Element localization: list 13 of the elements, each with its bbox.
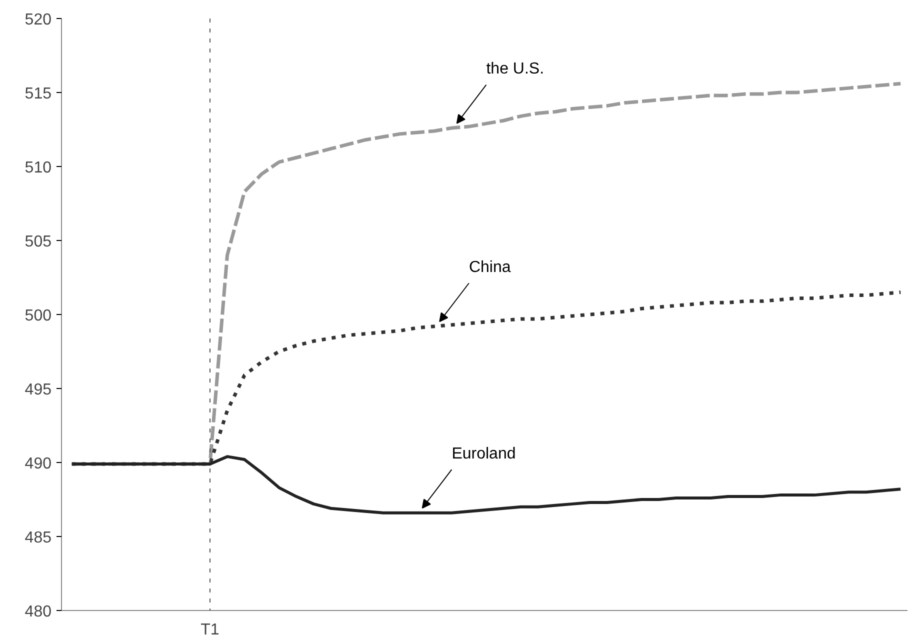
- text: the U.S.: [486, 60, 544, 78]
- text: Euroland: [452, 446, 516, 462]
- y-tick-label: 505: [24, 234, 52, 250]
- y-tick-label: 480: [24, 604, 52, 620]
- y-tick-label: 510: [24, 160, 52, 176]
- y-tick-label: 495: [24, 382, 52, 398]
- y-tick-label: 500: [24, 308, 52, 324]
- y-tick-label: 520: [24, 12, 52, 28]
- y-tick-label: 515: [24, 86, 52, 102]
- x-tick-label: T1: [200, 622, 220, 638]
- text: China: [468, 259, 511, 276]
- y-tick-label: 490: [24, 456, 52, 472]
- y-tick-label: 485: [24, 530, 52, 546]
